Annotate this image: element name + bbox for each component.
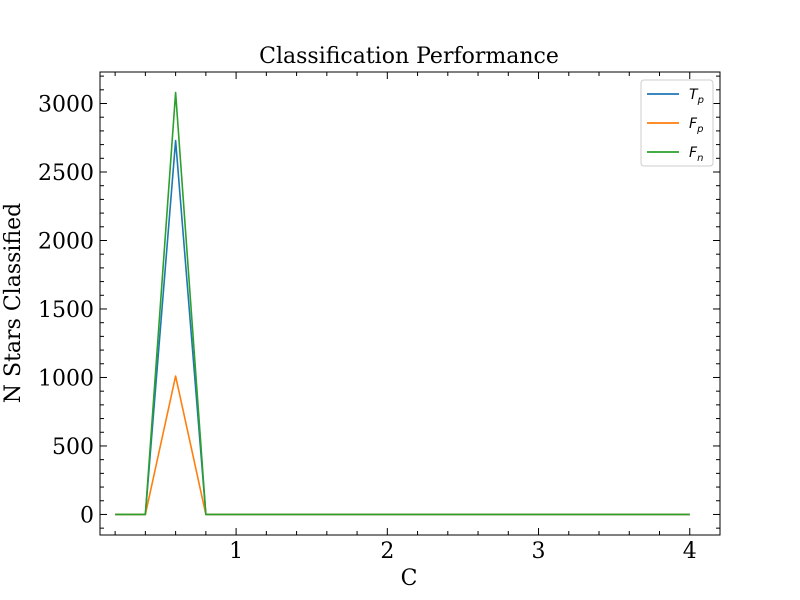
y-tick-label: 1000 bbox=[38, 366, 94, 391]
x-tick-label: 1 bbox=[229, 539, 243, 564]
y-tick-label: 2000 bbox=[38, 229, 94, 254]
x-tick-label: 4 bbox=[683, 539, 697, 564]
legend-label: Fn bbox=[689, 145, 703, 164]
legend-label: Tp bbox=[689, 87, 704, 106]
y-tick-label: 500 bbox=[52, 435, 94, 460]
x-tick-label: 3 bbox=[532, 539, 546, 564]
y-tick-label: 3000 bbox=[38, 93, 94, 118]
y-axis-label: N Stars Classified bbox=[1, 203, 26, 403]
series-line-2 bbox=[115, 91, 690, 516]
axis-ticks: 1 2 3 4 0 500 1000 1500 2000 2500 3000 bbox=[38, 72, 721, 564]
legend: Tp Fp Fn bbox=[640, 79, 714, 167]
y-tick-label: 1500 bbox=[38, 298, 94, 323]
x-axis-label: C bbox=[401, 566, 418, 591]
data-lines bbox=[115, 91, 690, 516]
x-tick-label: 2 bbox=[380, 539, 394, 564]
legend-label: Fp bbox=[689, 116, 703, 135]
chart-title: Classification Performance bbox=[259, 44, 559, 69]
y-tick-label: 2500 bbox=[38, 161, 94, 186]
plot-frame bbox=[99, 71, 721, 536]
y-tick-label: 0 bbox=[80, 503, 94, 528]
